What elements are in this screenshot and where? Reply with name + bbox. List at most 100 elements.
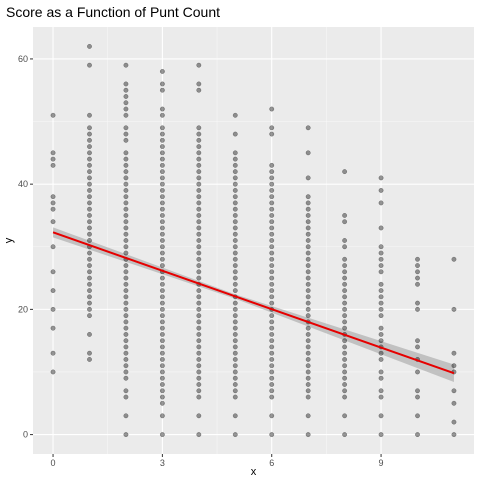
data-point: [415, 388, 420, 394]
data-point: [159, 194, 165, 200]
data-point: [305, 150, 311, 156]
data-point: [196, 375, 202, 381]
data-point: [451, 419, 457, 425]
data-point: [232, 238, 238, 243]
data-point: [123, 213, 129, 218]
data-point: [159, 344, 165, 350]
data-point: [232, 256, 238, 262]
data-point: [232, 200, 238, 206]
minor-gridlines: [33, 27, 474, 454]
data-point: [342, 256, 348, 262]
data-point: [123, 294, 129, 300]
data-point: [342, 388, 348, 394]
data-point: [123, 131, 129, 137]
data-point: [232, 187, 238, 193]
y-axis-title: y: [3, 237, 15, 243]
data-point: [451, 350, 457, 356]
data-point: [159, 300, 165, 306]
data-point: [123, 338, 129, 344]
data-point: [378, 263, 384, 268]
data-point: [269, 294, 275, 300]
data-point: [87, 200, 92, 206]
data-point: [378, 244, 384, 250]
data-point: [269, 175, 275, 181]
chart-title: Score as a Function of Punt Count: [6, 4, 220, 20]
data-point: [196, 300, 202, 306]
data-point: [123, 244, 129, 250]
data-point: [196, 238, 202, 243]
data-point: [305, 200, 311, 206]
data-point: [196, 294, 202, 300]
data-point: [232, 250, 238, 256]
data-point: [305, 394, 311, 400]
data-point: [123, 87, 129, 93]
data-point: [87, 350, 92, 356]
data-point: [305, 338, 311, 344]
data-point: [123, 62, 129, 68]
data-point: [232, 338, 238, 344]
data-point: [232, 263, 238, 268]
data-point: [196, 288, 202, 294]
data-point: [123, 325, 129, 331]
data-point: [196, 169, 202, 175]
data-point: [269, 231, 275, 237]
data-point: [415, 344, 420, 350]
data-point: [50, 162, 56, 168]
data-point: [305, 175, 311, 181]
data-point: [342, 338, 348, 344]
data-point: [159, 81, 165, 87]
data-point: [232, 432, 238, 438]
data-point: [269, 187, 275, 193]
data-point: [196, 219, 202, 225]
data-point: [196, 338, 202, 344]
data-point: [87, 213, 92, 218]
data-point: [342, 344, 348, 350]
data-point: [305, 432, 311, 438]
data-point: [123, 81, 129, 87]
data-point: [87, 169, 92, 175]
data-point: [196, 413, 202, 419]
x-tick-label: 3: [160, 458, 165, 468]
data-point: [50, 200, 56, 206]
data-point: [269, 131, 275, 137]
data-point: [342, 369, 348, 375]
data-point: [378, 331, 384, 337]
data-point: [159, 200, 165, 206]
data-point: [123, 413, 129, 419]
data-point: [305, 194, 311, 200]
data-point: [196, 81, 202, 87]
data-point: [378, 250, 384, 256]
data-point: [232, 344, 238, 350]
data-point: [342, 382, 348, 387]
data-point: [123, 432, 129, 438]
data-point: [159, 363, 165, 369]
data-point: [232, 331, 238, 337]
data-point: [196, 363, 202, 369]
data-point: [87, 269, 92, 275]
data-point: [232, 219, 238, 225]
data-point: [232, 350, 238, 356]
data-point: [378, 300, 384, 306]
data-point: [159, 357, 165, 362]
data-point: [378, 388, 384, 394]
data-point: [305, 231, 311, 237]
data-point: [159, 400, 165, 406]
data-point: [305, 357, 311, 362]
data-point: [269, 388, 275, 394]
data-point: [87, 175, 92, 181]
data-point: [87, 288, 92, 294]
data-point: [269, 281, 275, 287]
data-point: [123, 238, 129, 243]
data-point: [196, 162, 202, 168]
data-point: [87, 181, 92, 187]
data-point: [269, 357, 275, 362]
data-point: [269, 181, 275, 187]
data-point: [232, 231, 238, 237]
data-point: [159, 169, 165, 175]
data-point: [159, 187, 165, 193]
data-point: [87, 225, 92, 231]
data-point: [342, 319, 348, 325]
data-point: [232, 306, 238, 312]
data-point: [87, 275, 92, 281]
